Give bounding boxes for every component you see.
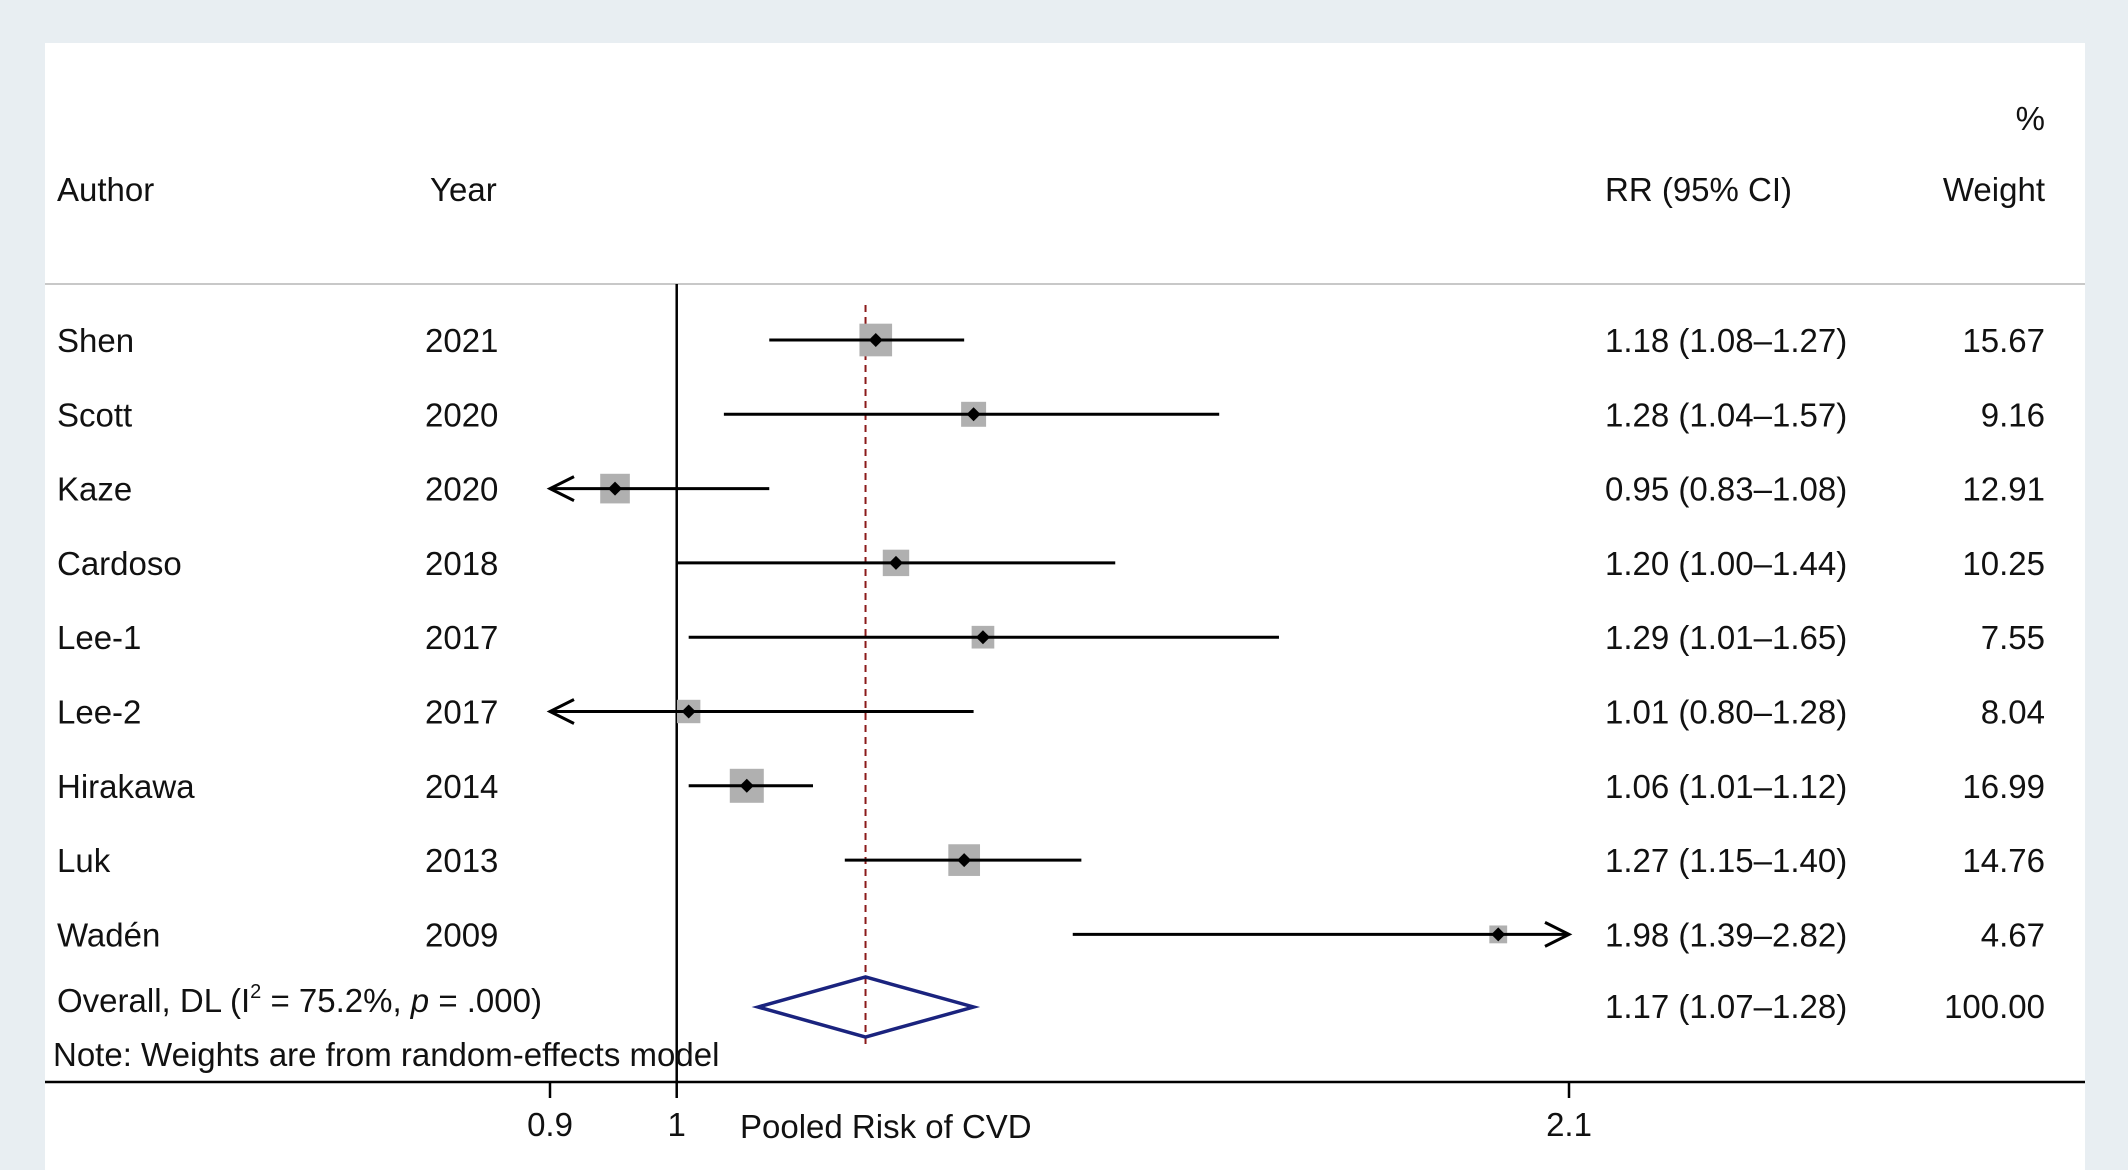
- header-author: Author: [57, 171, 154, 208]
- overall-label: Overall, DL (I2 = 75.2%, p = .000): [57, 981, 542, 1019]
- study-year: 2013: [425, 842, 498, 879]
- study-rr-ci: 1.28 (1.04–1.57): [1605, 396, 1847, 433]
- study-rr-ci: 1.29 (1.01–1.65): [1605, 619, 1847, 656]
- study-year: 2017: [425, 694, 498, 731]
- study-rr-ci: 1.01 (0.80–1.28): [1605, 694, 1847, 731]
- study-weight: 14.76: [1962, 842, 2045, 879]
- header-weight-percent: %: [2016, 100, 2045, 137]
- overall-weight: 100.00: [1944, 988, 2045, 1025]
- study-weight: 8.04: [1981, 694, 2045, 731]
- x-axis-ticks: 0.9 1 2.1: [527, 1082, 1592, 1143]
- study-row: Scott 2020 1.28 (1.04–1.57) 9.16: [57, 396, 2045, 433]
- study-weight: 9.16: [1981, 396, 2045, 433]
- point-estimate: [608, 481, 623, 496]
- x-tick-label: 1: [668, 1106, 686, 1143]
- study-author: Wadén: [57, 916, 160, 953]
- study-weight: 12.91: [1962, 471, 2045, 508]
- study-weight: 15.67: [1962, 322, 2045, 359]
- study-weight: 7.55: [1981, 619, 2045, 656]
- pooled-diamond: [751, 975, 981, 1039]
- header-year: Year: [430, 171, 497, 208]
- point-estimate: [1491, 927, 1506, 942]
- study-row: Lee-1 2017 1.29 (1.01–1.65) 7.55: [57, 619, 2045, 656]
- header-rr-ci: RR (95% CI): [1605, 171, 1792, 208]
- forest-plot: Author Year RR (95% CI) % Weight Shen 202…: [45, 100, 2085, 1145]
- study-author: Hirakawa: [57, 768, 195, 805]
- study-row: Shen 2021 1.18 (1.08–1.27) 15.67: [57, 322, 2045, 359]
- study-row: Kaze 2020 0.95 (0.83–1.08) 12.91: [57, 471, 2045, 508]
- study-rr-ci: 1.27 (1.15–1.40): [1605, 842, 1847, 879]
- study-author: Lee-2: [57, 694, 141, 731]
- study-author: Shen: [57, 322, 134, 359]
- study-rows: Shen 2021 1.18 (1.08–1.27) 15.67 Scott 2020 1.…: [57, 322, 2045, 953]
- study-year: 2020: [425, 471, 498, 508]
- study-year: 2017: [425, 619, 498, 656]
- study-author: Luk: [57, 842, 111, 879]
- point-estimate: [681, 704, 696, 719]
- forest-plot-panel: Author Year RR (95% CI) % Weight Shen 202…: [45, 43, 2085, 1170]
- study-author: Lee-1: [57, 619, 141, 656]
- overall-rr-ci: 1.17 (1.07–1.28): [1605, 988, 1847, 1025]
- x-axis-label: Pooled Risk of CVD: [740, 1108, 1032, 1145]
- study-weight: 10.25: [1962, 545, 2045, 582]
- note-text: Note: Weights are from random-effects mo…: [53, 1036, 719, 1073]
- point-estimate: [975, 630, 990, 645]
- ci-arrow-left: [546, 475, 575, 502]
- point-estimate: [888, 555, 903, 570]
- study-rr-ci: 0.95 (0.83–1.08): [1605, 471, 1847, 508]
- point-estimate: [957, 853, 972, 868]
- study-author: Cardoso: [57, 545, 182, 582]
- study-year: 2020: [425, 396, 498, 433]
- study-row: Wadén 2009 1.98 (1.39–2.82) 4.67: [57, 916, 2045, 953]
- study-row: Cardoso 2018 1.20 (1.00–1.44) 10.25: [57, 545, 2045, 582]
- study-rr-ci: 1.18 (1.08–1.27): [1605, 322, 1847, 359]
- plot-area: [675, 284, 981, 1082]
- study-weight: 16.99: [1962, 768, 2045, 805]
- study-row: Lee-2 2017 1.01 (0.80–1.28) 8.04: [57, 694, 2045, 731]
- study-row: Luk 2013 1.27 (1.15–1.40) 14.76: [57, 842, 2045, 879]
- study-year: 2018: [425, 545, 498, 582]
- x-tick-label: 2.1: [1546, 1106, 1592, 1143]
- study-author: Scott: [57, 396, 132, 433]
- point-estimate: [966, 407, 981, 422]
- header-weight: Weight: [1943, 171, 2045, 208]
- ci-arrow-left: [546, 698, 575, 725]
- point-estimate: [868, 333, 883, 347]
- point-estimate: [739, 778, 754, 793]
- study-rr-ci: 1.06 (1.01–1.12): [1605, 768, 1847, 805]
- study-year: 2009: [425, 916, 498, 953]
- study-year: 2014: [425, 768, 498, 805]
- study-author: Kaze: [57, 471, 132, 508]
- study-weight: 4.67: [1981, 916, 2045, 953]
- study-row: Hirakawa 2014 1.06 (1.01–1.12) 16.99: [57, 768, 2045, 805]
- study-rr-ci: 1.20 (1.00–1.44): [1605, 545, 1847, 582]
- study-year: 2021: [425, 322, 498, 359]
- ci-arrow-right: [1544, 921, 1573, 948]
- x-tick-label: 0.9: [527, 1106, 573, 1143]
- study-rr-ci: 1.98 (1.39–2.82): [1605, 916, 1847, 953]
